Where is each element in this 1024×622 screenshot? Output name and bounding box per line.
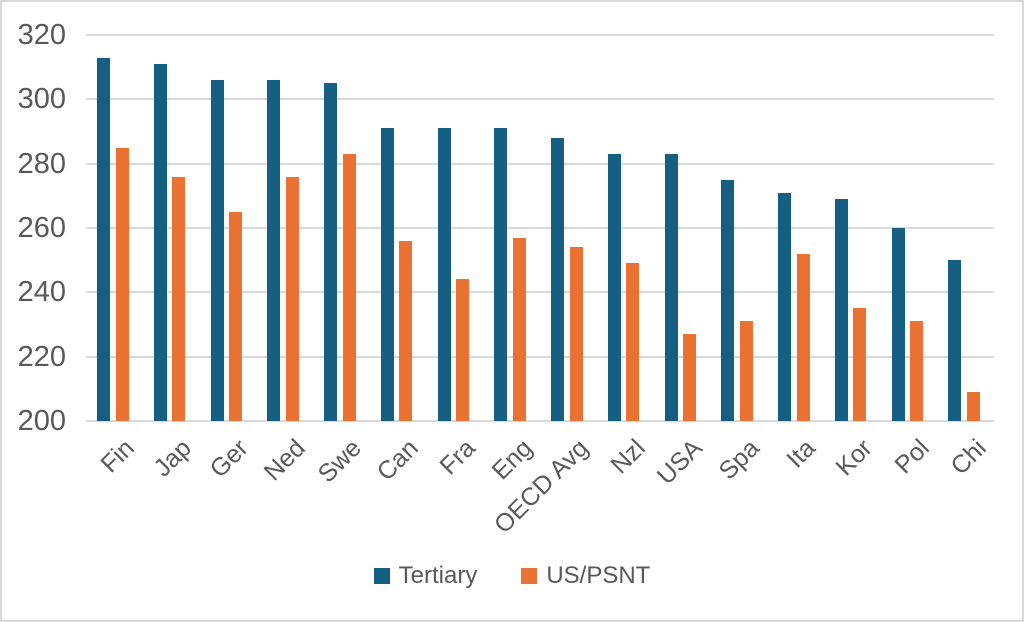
bar-us-psnt-ned: [285, 177, 299, 421]
bar-tertiary-oecd-avg: [551, 138, 564, 421]
bar-tertiary-ned: [267, 80, 281, 421]
bar-us-psnt-chi: [966, 392, 980, 421]
bar-us-psnt-ita: [796, 254, 810, 421]
bar-us-psnt-jap: [172, 177, 186, 421]
bar-tertiary-ita: [778, 193, 791, 421]
legend-label-tertiary: Tertiary: [398, 562, 478, 589]
bar-us-psnt-eng: [512, 238, 526, 421]
legend-label-us-psnt: US/PSNT: [546, 562, 651, 589]
legend-item-us-psnt: US/PSNT: [521, 562, 650, 590]
gridline-200: [86, 420, 994, 422]
bar-us-psnt-usa: [683, 334, 696, 421]
bar-us-psnt-ger: [229, 212, 242, 421]
bar-tertiary-pol: [891, 228, 905, 421]
gridline-240: [86, 291, 994, 294]
bar-tertiary-ger: [210, 80, 224, 421]
bar-tertiary-chi: [948, 260, 962, 421]
bar-us-psnt-can: [399, 241, 413, 421]
bar-tertiary-eng: [494, 128, 508, 421]
y-tick-label-260: 260: [17, 212, 66, 244]
bar-us-psnt-oecd-avg: [569, 247, 583, 421]
bar-tertiary-nzl: [607, 154, 621, 421]
legend-marker-us-psnt-icon: [521, 568, 538, 584]
y-tick-label-320: 320: [17, 19, 66, 51]
bar-us-psnt-swe: [342, 154, 356, 421]
bar-us-psnt-spa: [739, 321, 753, 421]
y-tick-label-200: 200: [17, 405, 66, 437]
bar-tertiary-kor: [834, 199, 848, 421]
legend-item-tertiary: Tertiary: [373, 562, 478, 590]
bar-us-psnt-fra: [456, 279, 469, 421]
bar-tertiary-fin: [97, 58, 110, 421]
bar-tertiary-jap: [153, 64, 167, 421]
y-axis: 320 300 280 260 240 220 200: [2, 2, 72, 620]
bar-us-psnt-pol: [910, 321, 923, 421]
bar-tertiary-spa: [721, 180, 735, 421]
gridline-320: [86, 34, 994, 36]
y-tick-label-220: 220: [17, 340, 66, 373]
bar-tertiary-swe: [324, 83, 337, 421]
gridline-220: [86, 355, 994, 358]
y-tick-label-280: 280: [17, 147, 66, 180]
legend: Tertiary US/PSNT: [2, 562, 1022, 590]
bar-tertiary-can: [380, 128, 394, 421]
gridline-300: [86, 98, 994, 101]
legend-marker-tertiary-icon: [373, 568, 390, 584]
y-tick-label-300: 300: [17, 83, 66, 116]
y-tick-label-240: 240: [17, 276, 66, 309]
bar-tertiary-fra: [437, 128, 451, 421]
bar-us-psnt-fin: [115, 148, 129, 421]
gridline-260: [86, 227, 994, 229]
bar-us-psnt-nzl: [626, 263, 640, 421]
gridline-280: [86, 162, 994, 165]
bar-us-psnt-kor: [853, 308, 867, 421]
bar-tertiary-usa: [664, 154, 678, 421]
plot-area: [86, 34, 994, 422]
